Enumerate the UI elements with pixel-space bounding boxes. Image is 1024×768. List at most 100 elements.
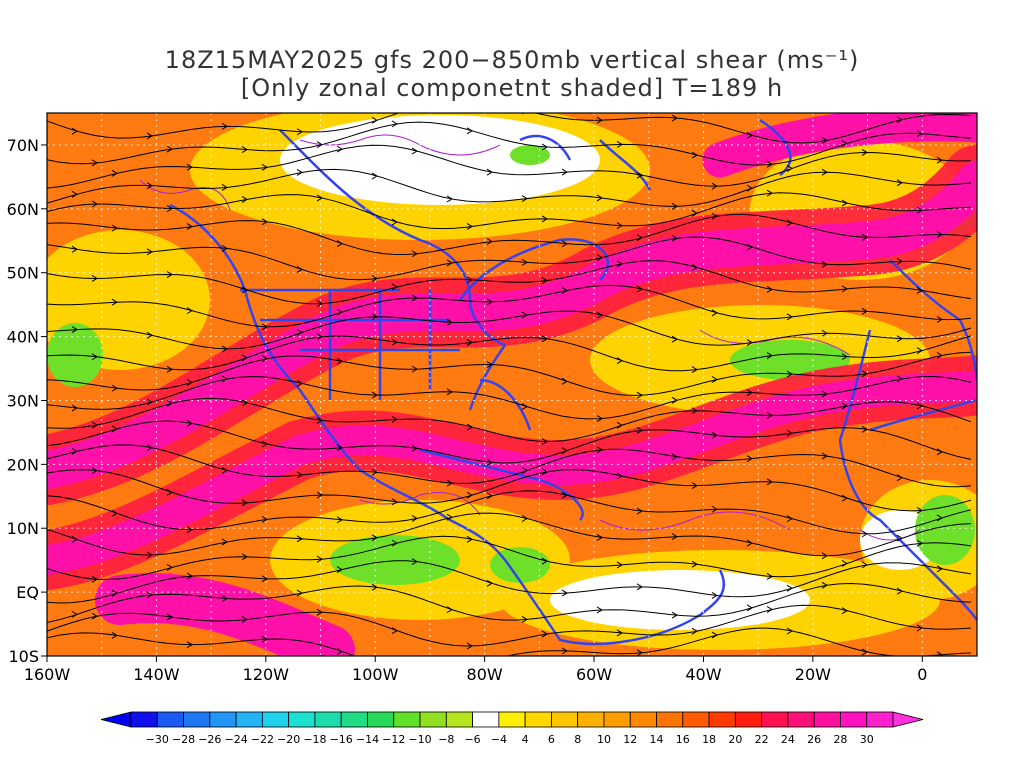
lat-tick-label: 60N	[7, 200, 39, 219]
streamline	[47, 284, 972, 328]
streamline-arrow	[561, 168, 568, 176]
streamline-arrow	[221, 466, 228, 474]
colorbar-swatch	[682, 711, 710, 728]
streamline-arrow	[146, 551, 153, 559]
streamline-arrow	[71, 447, 78, 455]
streamline-arrow	[296, 379, 303, 387]
streamline-arrow	[561, 287, 568, 294]
lat-tick-label: EQ	[16, 583, 39, 602]
streamline-arrow	[746, 604, 753, 612]
streamline-arrow	[766, 352, 773, 360]
streamline-arrow	[336, 566, 343, 574]
streamline-arrow	[146, 591, 153, 599]
streamline-arrow	[261, 515, 268, 523]
colorbar-label: −4	[491, 733, 507, 746]
streamline	[47, 144, 972, 189]
streamline-arrow	[371, 534, 378, 542]
streamline-arrow	[466, 642, 473, 650]
streamline-arrow	[261, 163, 268, 171]
streamline-arrow	[916, 287, 923, 294]
streamline-arrow	[821, 552, 828, 560]
streamline-arrow	[241, 616, 248, 623]
streamline-arrow	[636, 426, 643, 434]
streamline-arrow	[596, 194, 603, 202]
lat-tick-label: 50N	[7, 264, 39, 283]
lon-tick-label: 100W	[352, 665, 399, 684]
streamline-arrow	[746, 389, 753, 397]
lon-tick-label: 60W	[576, 665, 612, 684]
wind-streamlines	[47, 113, 972, 662]
streamline-arrow	[466, 127, 473, 135]
streamline-arrow	[636, 391, 643, 399]
streamline-arrow	[411, 294, 418, 302]
lon-tick-label: 160W	[24, 665, 71, 684]
streamline-arrow	[521, 195, 528, 203]
streamline-arrow	[711, 592, 718, 599]
streamline-arrow	[446, 479, 453, 487]
streamline-arrow	[861, 530, 868, 538]
streamline-arrow	[561, 647, 568, 655]
streamline-arrow	[486, 238, 493, 245]
streamline-arrow	[336, 308, 343, 316]
lon-tick-label: 120W	[243, 665, 290, 684]
colorbar-label: −10	[408, 733, 431, 746]
streamline-arrow	[691, 560, 698, 568]
streamline-arrow	[786, 584, 793, 592]
streamline-arrow	[616, 561, 623, 569]
streamline-arrow	[596, 606, 603, 614]
streamline-arrow	[261, 355, 268, 363]
streamline-arrow	[241, 399, 248, 407]
streamline-arrow	[487, 656, 492, 662]
streamline-arrow	[371, 391, 378, 399]
streamline-arrow	[111, 632, 118, 639]
streamline-arrow	[916, 402, 923, 410]
streamline-arrow	[221, 595, 228, 602]
lat-tick-label: 10S	[8, 647, 39, 666]
streamline	[47, 351, 972, 396]
colorbar-swatch	[656, 711, 684, 728]
colorbar-label: −30	[146, 733, 169, 746]
streamline	[47, 604, 972, 647]
coastlines	[169, 118, 977, 646]
streamline-arrow	[411, 444, 418, 452]
streamline-arrow	[841, 285, 848, 293]
streamline-arrow	[541, 468, 548, 476]
streamline-arrow	[411, 365, 418, 373]
colorbar-max-arrow	[892, 711, 924, 728]
streamline-arrow	[896, 179, 903, 187]
colorbar-label: 16	[676, 733, 690, 746]
colorbar-label: 4	[522, 733, 529, 746]
streamline-arrow	[541, 557, 548, 565]
colorbar-label: −12	[382, 733, 405, 746]
streamline-arrow	[411, 515, 418, 522]
streamline-arrow	[296, 535, 303, 543]
streamline-arrow	[936, 156, 943, 164]
streamline-arrow	[786, 429, 793, 437]
colorbar-label: 30	[860, 733, 874, 746]
streamline-arrow	[821, 581, 828, 589]
streamline-arrow	[186, 641, 193, 649]
streamline-arrow	[241, 195, 248, 203]
streamline-arrow	[636, 285, 643, 293]
streamline-arrow	[486, 458, 493, 466]
streamline-arrow	[316, 608, 323, 616]
streamline-arrow	[766, 478, 773, 486]
colorbar-label: −6	[464, 733, 480, 746]
colorbar-label: −24	[224, 733, 247, 746]
colorbar-swatch	[209, 711, 237, 728]
streamline-arrow	[391, 498, 398, 506]
streamline-arrow	[296, 128, 303, 136]
streamline-arrow	[671, 611, 678, 619]
colorbar-swatch	[498, 711, 526, 728]
colorbar-swatch	[708, 711, 736, 728]
colorbar-swatch	[445, 711, 473, 728]
streamline-arrow	[371, 275, 378, 282]
streamline-arrow	[391, 120, 398, 128]
streamline-arrow	[466, 223, 473, 230]
streamline-arrow	[841, 140, 848, 147]
streamline-arrow	[261, 218, 268, 226]
streamline	[47, 469, 972, 512]
colorbar-swatch	[761, 711, 789, 728]
streamline-arrow	[746, 339, 753, 346]
colorbar-label: 20	[728, 733, 742, 746]
